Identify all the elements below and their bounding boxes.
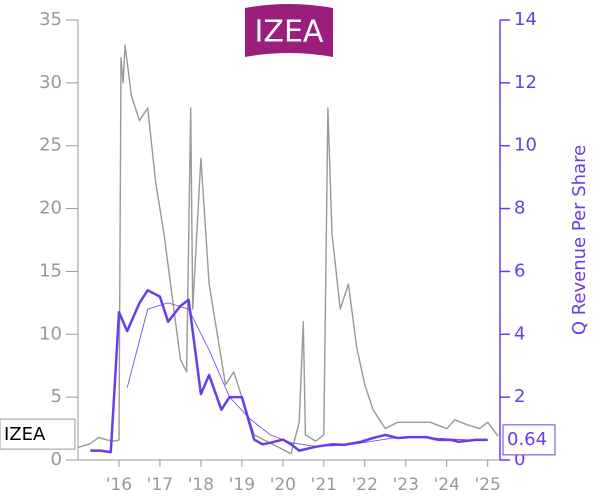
x-tick-label: '18 [188, 475, 214, 495]
series-line [90, 289, 488, 454]
y2-tick-label: 10 [514, 135, 537, 156]
y-tick-label: 0 [51, 449, 62, 470]
y2-tick-label: 14 [514, 9, 537, 30]
x-tick-label: '24 [434, 475, 460, 495]
y-tick-label: 5 [51, 386, 62, 407]
series-line [126, 302, 488, 447]
y2-tick-label: 6 [514, 260, 525, 281]
price-label: IZEA [4, 424, 46, 445]
logo-text: IZEA [255, 15, 324, 50]
y2-tick-label: 0 [514, 449, 525, 470]
y-tick-label: 20 [39, 198, 62, 219]
y-tick-label: 10 [39, 323, 62, 344]
y2-tick-label: 4 [514, 323, 525, 344]
x-tick-label: '20 [270, 475, 296, 495]
y2-tick-label: 8 [514, 198, 525, 219]
x-tick-label: '17 [147, 475, 173, 495]
y-tick-label: 25 [39, 135, 62, 156]
y2-axis-label: Q Revenue Per Share [569, 145, 590, 335]
x-tick-label: '23 [393, 475, 419, 495]
revenue-label-box [502, 424, 556, 456]
y-tick-label: 30 [39, 72, 62, 93]
x-tick-label: '25 [475, 475, 501, 495]
y-tick-label: 35 [39, 9, 62, 30]
x-tick-label: '19 [229, 475, 255, 495]
y-tick-label: 15 [39, 260, 62, 281]
y2-tick-label: 2 [514, 386, 525, 407]
series-line [77, 44, 499, 455]
revenue-label: 0.64 [507, 429, 547, 450]
x-tick-label: '21 [311, 475, 337, 495]
logo-badge [245, 4, 333, 57]
price-label-box [0, 418, 76, 450]
x-tick-label: '22 [352, 475, 378, 495]
x-tick-label: '16 [106, 475, 132, 495]
y2-tick-label: 12 [514, 72, 537, 93]
